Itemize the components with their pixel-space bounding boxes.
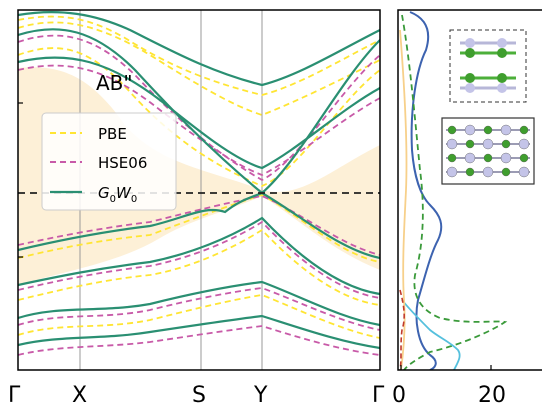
inset-atom <box>497 83 507 93</box>
lattice-atom <box>466 140 474 148</box>
g0w0-band <box>18 316 380 348</box>
lattice-atom <box>483 167 493 177</box>
dos-panel <box>400 12 534 370</box>
lattice-atom <box>502 140 510 148</box>
lattice-atom <box>447 167 457 177</box>
dos-curve-peach <box>400 30 407 370</box>
dos-curve-cyan <box>402 300 460 370</box>
lattice-atom <box>465 125 475 135</box>
legend-label-pbe: PBE <box>98 125 127 143</box>
dos-tick-label-20: 20 <box>478 383 506 408</box>
dos-tick-label-0: 0 <box>392 383 406 408</box>
inset-atom <box>497 48 507 58</box>
g0w0-sub-0b: 0 <box>131 194 137 205</box>
structure-inset <box>442 30 534 184</box>
lattice-atom <box>448 154 456 162</box>
lattice-atom <box>447 139 457 149</box>
lattice-atom <box>501 125 511 135</box>
g0w0-band <box>18 282 380 325</box>
lattice-atom <box>519 139 529 149</box>
lattice-atom <box>519 167 529 177</box>
k-label-x: X <box>72 383 87 408</box>
inset-atom <box>465 83 475 93</box>
inset-atom <box>465 73 475 83</box>
legend-label-hse06: HSE06 <box>98 154 147 172</box>
lattice-atom <box>520 154 528 162</box>
lattice-atom <box>483 139 493 149</box>
lattice-atom <box>465 153 475 163</box>
lattice-atom <box>501 153 511 163</box>
legend: PBE HSE06 G0W0 <box>42 113 176 210</box>
g0w0-w: W <box>116 184 132 202</box>
lattice-atom <box>484 154 492 162</box>
inset-atom <box>497 73 507 83</box>
lattice-atom <box>484 126 492 134</box>
lattice-atom <box>448 126 456 134</box>
inset-atom <box>497 38 507 48</box>
k-label-gamma-start: Γ <box>8 383 21 408</box>
inset-side-view-frame <box>450 30 526 102</box>
g0w0-g: G <box>98 184 110 202</box>
lattice-atom <box>502 168 510 176</box>
lattice-atom <box>520 126 528 134</box>
k-label-s: S <box>192 383 206 408</box>
k-label-y: Y <box>253 383 268 408</box>
hse06-band <box>18 326 380 355</box>
lattice-atom <box>466 168 474 176</box>
inset-atom <box>465 38 475 48</box>
panel-title: AB" <box>96 71 133 95</box>
k-label-gamma-end: Γ <box>372 383 385 408</box>
inset-atom <box>465 48 475 58</box>
